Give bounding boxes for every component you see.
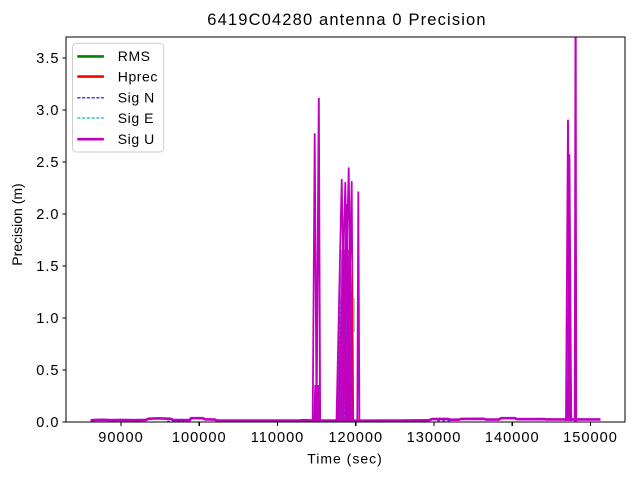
- svg-text:0.0: 0.0: [36, 415, 59, 431]
- svg-text:150000: 150000: [563, 430, 618, 446]
- svg-text:120000: 120000: [328, 430, 383, 446]
- svg-text:1.0: 1.0: [36, 311, 59, 327]
- svg-text:RMS: RMS: [118, 48, 151, 64]
- svg-text:2.5: 2.5: [36, 155, 59, 171]
- svg-text:Sig N: Sig N: [118, 90, 155, 106]
- svg-text:Sig U: Sig U: [118, 131, 155, 147]
- svg-text:3.5: 3.5: [36, 51, 59, 67]
- svg-text:Precision (m): Precision (m): [9, 183, 25, 265]
- svg-text:0.5: 0.5: [36, 363, 59, 379]
- svg-text:6419C04280 antenna 0 Precision: 6419C04280 antenna 0 Precision: [207, 11, 486, 29]
- svg-text:130000: 130000: [407, 430, 462, 446]
- svg-text:110000: 110000: [251, 430, 305, 446]
- svg-text:2.0: 2.0: [36, 207, 59, 223]
- svg-text:90000: 90000: [98, 430, 144, 446]
- svg-text:1.5: 1.5: [36, 259, 59, 275]
- svg-text:3.0: 3.0: [36, 103, 59, 119]
- svg-text:140000: 140000: [485, 430, 540, 446]
- svg-text:Hprec: Hprec: [118, 68, 158, 84]
- svg-text:Time (sec): Time (sec): [307, 451, 383, 467]
- svg-text:100000: 100000: [172, 430, 227, 446]
- svg-text:Sig E: Sig E: [118, 110, 154, 126]
